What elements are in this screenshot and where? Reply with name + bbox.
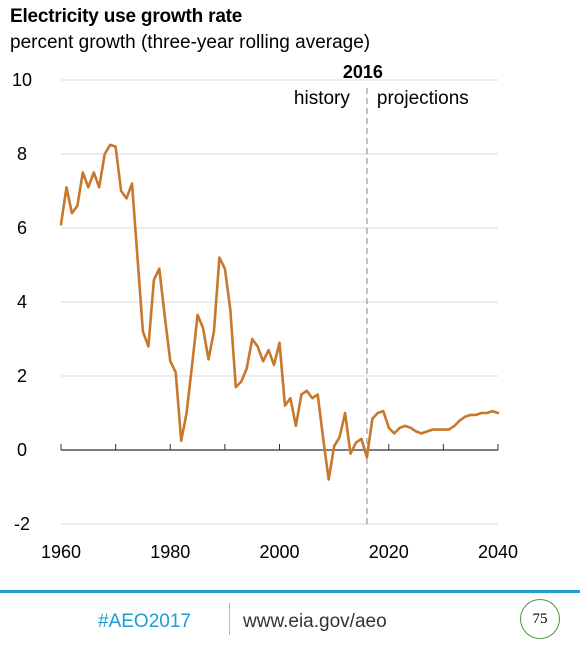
- chart-subtitle: percent growth (three-year rolling avera…: [10, 32, 371, 53]
- footer-separator: [229, 603, 230, 635]
- divider-year-label: 2016: [343, 62, 383, 82]
- y-tick-label: 0: [17, 440, 27, 460]
- x-tick-label: 2040: [478, 542, 518, 562]
- y-tick-label: 10: [12, 70, 32, 90]
- x-tick-label: 2000: [259, 542, 299, 562]
- page-number-badge: 75: [520, 599, 560, 639]
- projections-label: projections: [377, 88, 469, 109]
- page-number: 75: [532, 610, 548, 627]
- y-tick-label: -2: [14, 514, 30, 534]
- y-tick-label: 2: [17, 366, 27, 386]
- x-tick-label: 1960: [41, 542, 81, 562]
- footer-hashtag[interactable]: #AEO2017: [98, 611, 191, 632]
- chart-title: Electricity use growth rate: [10, 6, 243, 27]
- history-label: history: [294, 88, 350, 109]
- line-chart: -2 0 2 4 6 8 10 1960 1980 2000 2020 2040 2016 history…: [12, 62, 518, 562]
- footer-rule: [0, 590, 580, 593]
- y-tick-label: 8: [17, 144, 27, 164]
- y-tick-label: 6: [17, 218, 27, 238]
- series-line: [59, 143, 500, 481]
- x-tick-label: 2020: [369, 542, 409, 562]
- x-tick-label: 1980: [150, 542, 190, 562]
- footer-url[interactable]: www.eia.gov/aeo: [243, 611, 387, 632]
- y-tick-label: 4: [17, 292, 27, 312]
